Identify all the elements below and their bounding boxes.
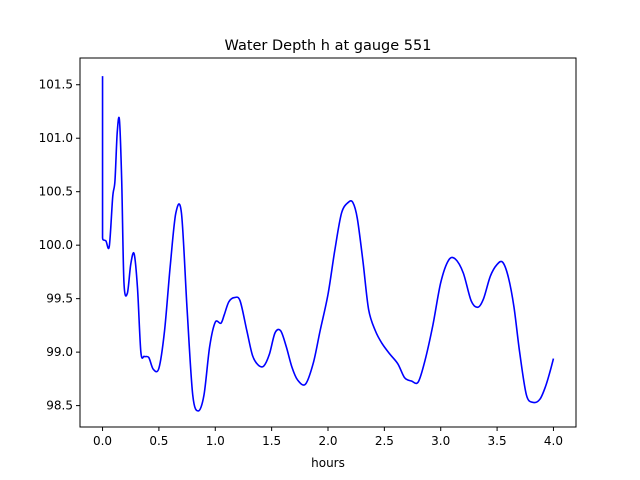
- y-tick-label: 99.5: [46, 292, 73, 306]
- x-axis: 0.0 0.5 1.0 1.5 2.0 2.5 3.0 3.5 4.0: [93, 427, 563, 448]
- x-tick-label: 2.0: [318, 434, 337, 448]
- x-tick-label: 1.5: [262, 434, 281, 448]
- x-tick-label: 3.0: [431, 434, 450, 448]
- x-tick-label: 0.0: [93, 434, 112, 448]
- y-tick-label: 100.5: [39, 185, 73, 199]
- y-axis: 98.5 99.0 99.5 100.0 100.5 101.0 101.5: [39, 78, 80, 413]
- plot-line-layer: [101, 76, 555, 412]
- chart-title: Water Depth h at gauge 551: [225, 38, 432, 54]
- x-axis-label: hours: [311, 456, 345, 470]
- x-tick-label: 4.0: [544, 434, 563, 448]
- y-tick-label: 100.0: [39, 238, 73, 252]
- x-tick-label: 0.5: [149, 434, 168, 448]
- y-tick-label: 101.5: [39, 78, 73, 92]
- series-line: [101, 76, 555, 412]
- x-tick-label: 2.5: [375, 434, 394, 448]
- x-tick-label: 3.5: [488, 434, 507, 448]
- x-tick-label: 1.0: [206, 434, 225, 448]
- y-tick-label: 99.0: [46, 345, 73, 359]
- y-tick-label: 98.5: [46, 399, 73, 413]
- y-tick-label: 101.0: [39, 131, 73, 145]
